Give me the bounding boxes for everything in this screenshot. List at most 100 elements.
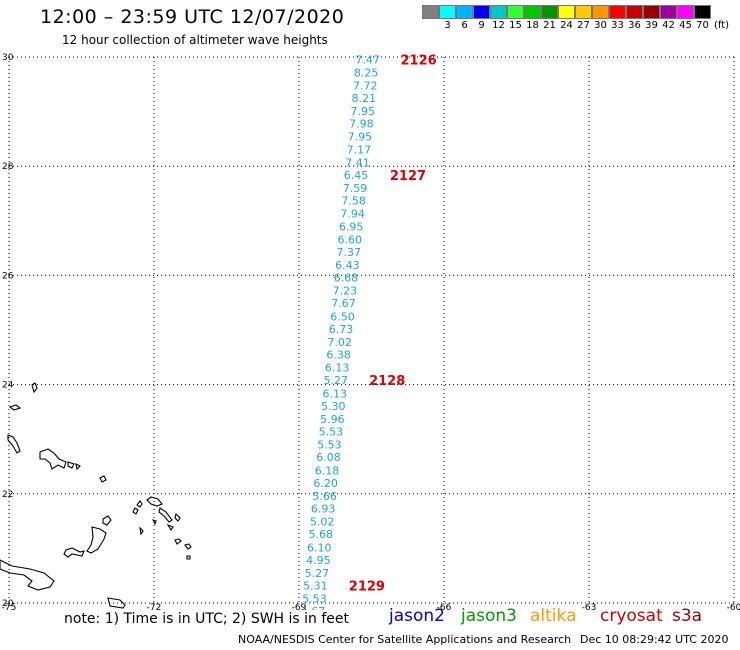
colorbar-label: 21 xyxy=(543,20,556,31)
wave-height-value: 4.95 xyxy=(306,554,331,567)
wave-height-value: 6.18 xyxy=(315,464,340,477)
axis-tick-labels: -75 -72 -69 -66 -63 -60 20 22 24 26 28 30 xyxy=(2,53,740,610)
map-gridlines xyxy=(8,56,735,604)
y-tick-label: 28 xyxy=(2,162,14,172)
wave-height-value: 7.02 xyxy=(327,336,352,349)
credit-text: NOAA/NESDIS Center for Satellite Applica… xyxy=(238,633,572,646)
colorbar-swatch xyxy=(694,5,711,19)
wave-height-value: 6.95 xyxy=(339,220,364,233)
satellite-s3a: s3a xyxy=(672,606,703,626)
satellite-jason2: jason2 xyxy=(389,606,445,626)
wave-height-value: 7.23 xyxy=(333,285,358,298)
x-tick-label: -69 xyxy=(292,603,307,610)
wave-height-value: 7.59 xyxy=(343,182,368,195)
colorbar-label: 18 xyxy=(526,20,539,31)
colorbar-swatch xyxy=(456,5,473,19)
wave-height-value: 6.13 xyxy=(325,362,350,375)
colorbar-label: 3 xyxy=(444,20,451,31)
time-labels: 2126 2127 2128 2129 xyxy=(349,54,437,595)
x-tick-label: -75 xyxy=(2,603,17,610)
wave-height-value: 5.53 xyxy=(317,439,342,452)
colorbar-label: 24 xyxy=(560,20,573,31)
wave-height-value: 6.13 xyxy=(323,387,348,400)
colorbar-swatch xyxy=(439,5,456,19)
generated-timestamp: Dec 10 08:29:42 UTC 2020 xyxy=(580,633,729,646)
wave-height-value: 7.41 xyxy=(345,156,370,169)
wave-height-value: 6.93 xyxy=(311,503,336,516)
y-tick-label: 22 xyxy=(2,490,13,500)
y-tick-label: 26 xyxy=(2,271,14,281)
colorbar-swatches xyxy=(422,5,711,19)
wave-height-value: 8.21 xyxy=(352,92,377,105)
colorbar-swatch xyxy=(592,5,609,19)
wave-height-value: 7.72 xyxy=(353,79,378,92)
wave-height-value: 6.68 xyxy=(334,272,359,285)
time-label: 2129 xyxy=(349,580,385,595)
wave-height-value: 6.73 xyxy=(329,323,354,336)
x-tick-label: -63 xyxy=(582,603,597,610)
colorbar-label: 70 xyxy=(696,20,709,31)
colorbar-unit: (ft) xyxy=(714,20,730,31)
time-label: 2127 xyxy=(390,169,426,184)
colorbar-label: 42 xyxy=(662,20,675,31)
coastline-islands xyxy=(0,382,192,609)
colorbar-swatch xyxy=(643,5,660,19)
colorbar-swatch xyxy=(490,5,507,19)
colorbar-swatch xyxy=(626,5,643,19)
wave-height-value: 6.08 xyxy=(316,451,341,464)
colorbar-swatch xyxy=(507,5,524,19)
colorbar-label: 15 xyxy=(509,20,522,31)
wave-height-value: 7.37 xyxy=(337,246,362,259)
satellite-cryosat: cryosat xyxy=(600,606,663,626)
time-label: 2126 xyxy=(401,54,437,69)
colorbar-label: 45 xyxy=(679,20,692,31)
x-tick-label: -72 xyxy=(147,603,162,610)
wave-height-value: 5.27 xyxy=(323,374,348,387)
wave-height-value: 7.67 xyxy=(331,297,356,310)
colorbar-swatch xyxy=(422,5,439,19)
wave-height-value: 4.67 xyxy=(301,605,326,610)
wave-height-value: 5.66 xyxy=(312,490,337,503)
wave-height-value: 6.43 xyxy=(335,259,360,272)
y-tick-label: 24 xyxy=(2,381,14,391)
colorbar-swatch xyxy=(541,5,558,19)
wave-height-value: 7.47 xyxy=(355,54,380,67)
wave-height-track: 7.478.257.728.217.957.987.957.177.416.45… xyxy=(301,54,380,610)
x-tick-label: -66 xyxy=(437,603,452,610)
wave-height-value: 7.58 xyxy=(341,195,366,208)
wave-height-value: 5.30 xyxy=(321,400,346,413)
colorbar-label: 9 xyxy=(478,20,485,31)
wave-height-value: 5.96 xyxy=(320,413,345,426)
wave-height-value: 7.98 xyxy=(349,118,374,131)
wave-height-value: 6.20 xyxy=(313,477,338,490)
time-label: 2128 xyxy=(369,374,405,389)
colorbar-label: 27 xyxy=(577,20,590,31)
colorbar-label: 33 xyxy=(611,20,624,31)
wave-height-value: 7.95 xyxy=(351,105,376,118)
y-tick-label: 20 xyxy=(2,599,14,609)
wave-height-value: 5.31 xyxy=(303,580,328,593)
satellite-altika: altika xyxy=(530,606,577,626)
wave-height-value: 6.50 xyxy=(330,310,355,323)
wave-height-value: 8.25 xyxy=(354,66,379,79)
colorbar-swatch xyxy=(660,5,677,19)
x-tick-label: -60 xyxy=(727,603,740,610)
wave-height-value: 5.53 xyxy=(302,593,327,606)
colorbar-label: 36 xyxy=(628,20,641,31)
wave-height-value: 6.38 xyxy=(326,349,351,362)
wave-height-value: 7.95 xyxy=(348,131,373,144)
wave-height-value: 7.17 xyxy=(347,143,372,156)
wave-height-value: 5.27 xyxy=(305,567,330,580)
units-note: note: 1) Time is in UTC; 2) SWH is in fe… xyxy=(64,611,350,627)
colorbar-swatch xyxy=(524,5,541,19)
y-tick-label: 30 xyxy=(2,53,14,63)
colorbar-label: 12 xyxy=(492,20,505,31)
colorbar-label: 39 xyxy=(645,20,658,31)
colorbar-swatch xyxy=(473,5,490,19)
colorbar-swatch xyxy=(677,5,694,19)
wave-height-value: 7.94 xyxy=(340,208,365,221)
wave-height-value: 5.53 xyxy=(319,426,344,439)
colorbar-swatch xyxy=(558,5,575,19)
colorbar-label: 6 xyxy=(461,20,468,31)
